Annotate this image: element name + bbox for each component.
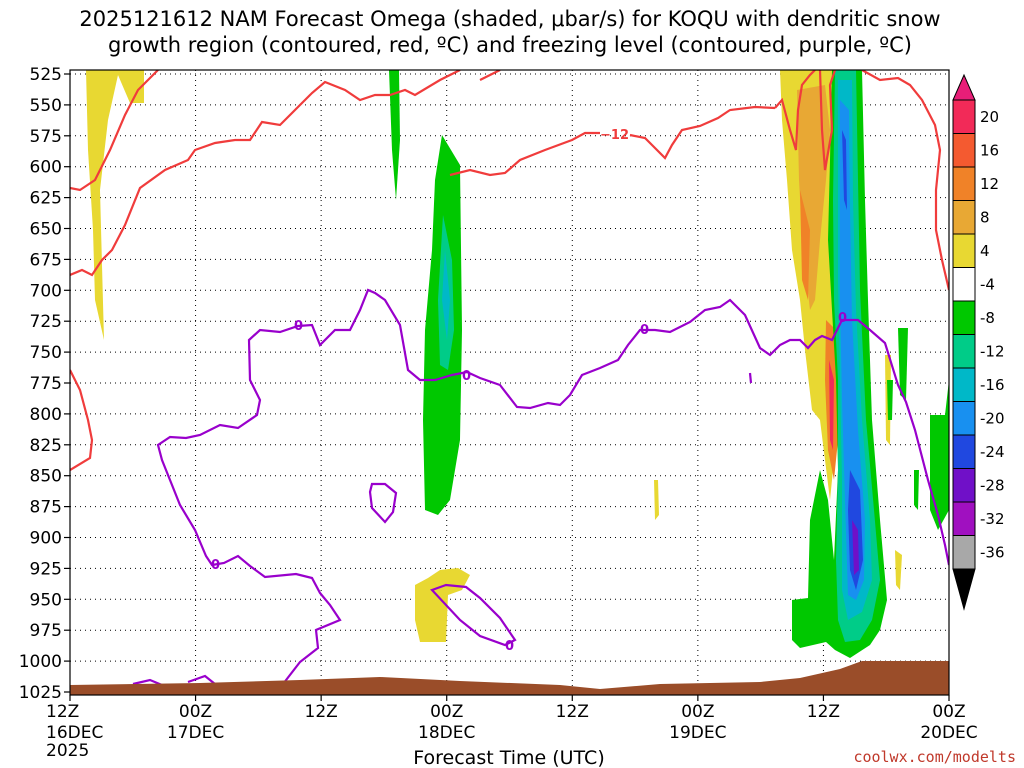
x-tick-label-0-l1: 12Z [46,702,79,722]
y-tick-label-575: 575 [30,127,62,147]
x-tick-label-36-l2: 18DEC [418,723,475,743]
y-tick-label-1000: 1000 [19,652,62,672]
colorbar-label-7: -12 [980,342,1005,360]
colorbar-swatch-4 [952,233,976,268]
y-tick-label-525: 525 [30,65,62,85]
colorbar-swatch-13 [952,535,976,570]
purple-label-5: 0 [211,558,220,573]
y-tick-label-625: 625 [30,189,62,209]
y-tick-label-925: 925 [30,559,62,579]
purple-label-4: 0 [838,311,847,326]
x-tick-label-36-l1: 00Z [430,702,463,722]
colorbar: 20 16 12 8 4 -4 -8 -12 -16 -20 -24 -28 -32 -36 [952,73,1005,611]
red-contour-dgz [70,70,949,471]
y-tick-label-875: 875 [30,498,62,518]
colorbar-label-1: 16 [980,141,999,159]
chart-title-line1: 2025121612 NAM Forecast Omega (shaded, μ… [79,7,940,31]
colorbar-label-0: 20 [980,108,999,126]
colorbar-swatch-2 [952,166,976,201]
x-tick-label-60-l2: 19DEC [669,723,726,743]
y-tick-label-950: 950 [30,590,62,610]
colorbar-swatch-5 [952,267,976,302]
x-tick-label-12-l1: 00Z [179,702,212,722]
colorbar-label-5: -4 [980,275,995,293]
purple-label-3: 0 [640,323,649,338]
purple-label-1: 0 [294,319,303,334]
y-tick-label-675: 675 [30,250,62,270]
colorbar-swatch-9 [952,401,976,436]
chart-title-line2: growth region (contoured, red, ºC) and f… [108,33,912,57]
y-tick-label-700: 700 [30,281,62,301]
y-tick-label-975: 975 [30,621,62,641]
y-tick-label-775: 775 [30,374,62,394]
colorbar-swatch-6 [952,300,976,335]
y-axis: 525 550 575 600 625 650 675 700 725 750 775 800 825 8… [19,65,70,703]
y-tick-label-900: 900 [30,529,62,549]
colorbar-label-11: -28 [980,476,1005,494]
x-tick-label-24-l1: 12Z [305,702,338,722]
colorbar-label-6: -8 [980,309,995,327]
x-axis-label: Forecast Time (UTC) [413,747,604,768]
omega-shading-negative-19dec [792,70,949,658]
purple-label-2: 0 [462,369,471,384]
red-contour-label: −12 [600,128,629,143]
y-tick-label-825: 825 [30,436,62,456]
colorbar-top-arrow [952,73,976,101]
omega-shading-negative-18dec [389,70,462,515]
colorbar-swatch-11 [952,468,976,503]
colorbar-swatch-8 [952,367,976,402]
x-tick-label-60-l1: 00Z [681,702,714,722]
colorbar-swatch-3 [952,200,976,235]
colorbar-bottom-arrow [952,568,976,611]
x-tick-label-84-l2: 20DEC [920,723,977,743]
y-tick-label-650: 650 [30,220,62,240]
y-tick-label-850: 850 [30,467,62,487]
colorbar-swatch-0 [952,99,976,134]
omega-shading-positive-early [86,70,144,340]
colorbar-label-8: -16 [980,376,1005,394]
terrain-below-ground [70,661,949,695]
x-tick-label-0-l3: 2025 [46,741,89,761]
x-tick-label-84-l1: 00Z [932,702,965,722]
colorbar-label-3: 8 [980,208,990,226]
y-tick-label-1025: 1025 [19,683,62,703]
colorbar-label-13: -36 [980,543,1005,561]
colorbar-label-4: 4 [980,242,990,260]
colorbar-swatch-12 [952,501,976,536]
x-tick-label-12-l2: 17DEC [167,723,224,743]
purple-contour-freezing-level [132,288,949,687]
colorbar-label-10: -24 [980,443,1005,461]
y-tick-label-550: 550 [30,96,62,116]
x-tick-label-0-l2: 16DEC [46,723,103,743]
y-tick-label-600: 600 [30,158,62,178]
x-tick-label-48-l1: 12Z [556,702,589,722]
colorbar-label-9: -20 [980,409,1005,427]
credit-text: coolwx.com/modelts [853,748,1016,766]
x-tick-label-72-l1: 12Z [807,702,840,722]
colorbar-label-12: -32 [980,510,1005,528]
purple-label-6: 0 [505,639,514,654]
colorbar-swatch-1 [952,133,976,168]
y-tick-label-725: 725 [30,312,62,332]
colorbar-label-2: 12 [980,175,999,193]
colorbar-swatch-7 [952,334,976,369]
colorbar-swatch-10 [952,434,976,469]
plot-content: −12 0 0 0 0 0 0 [70,70,949,695]
purple-contour-labels: 0 0 0 0 0 0 [211,311,847,654]
y-tick-label-750: 750 [30,343,62,363]
y-tick-label-800: 800 [30,405,62,425]
